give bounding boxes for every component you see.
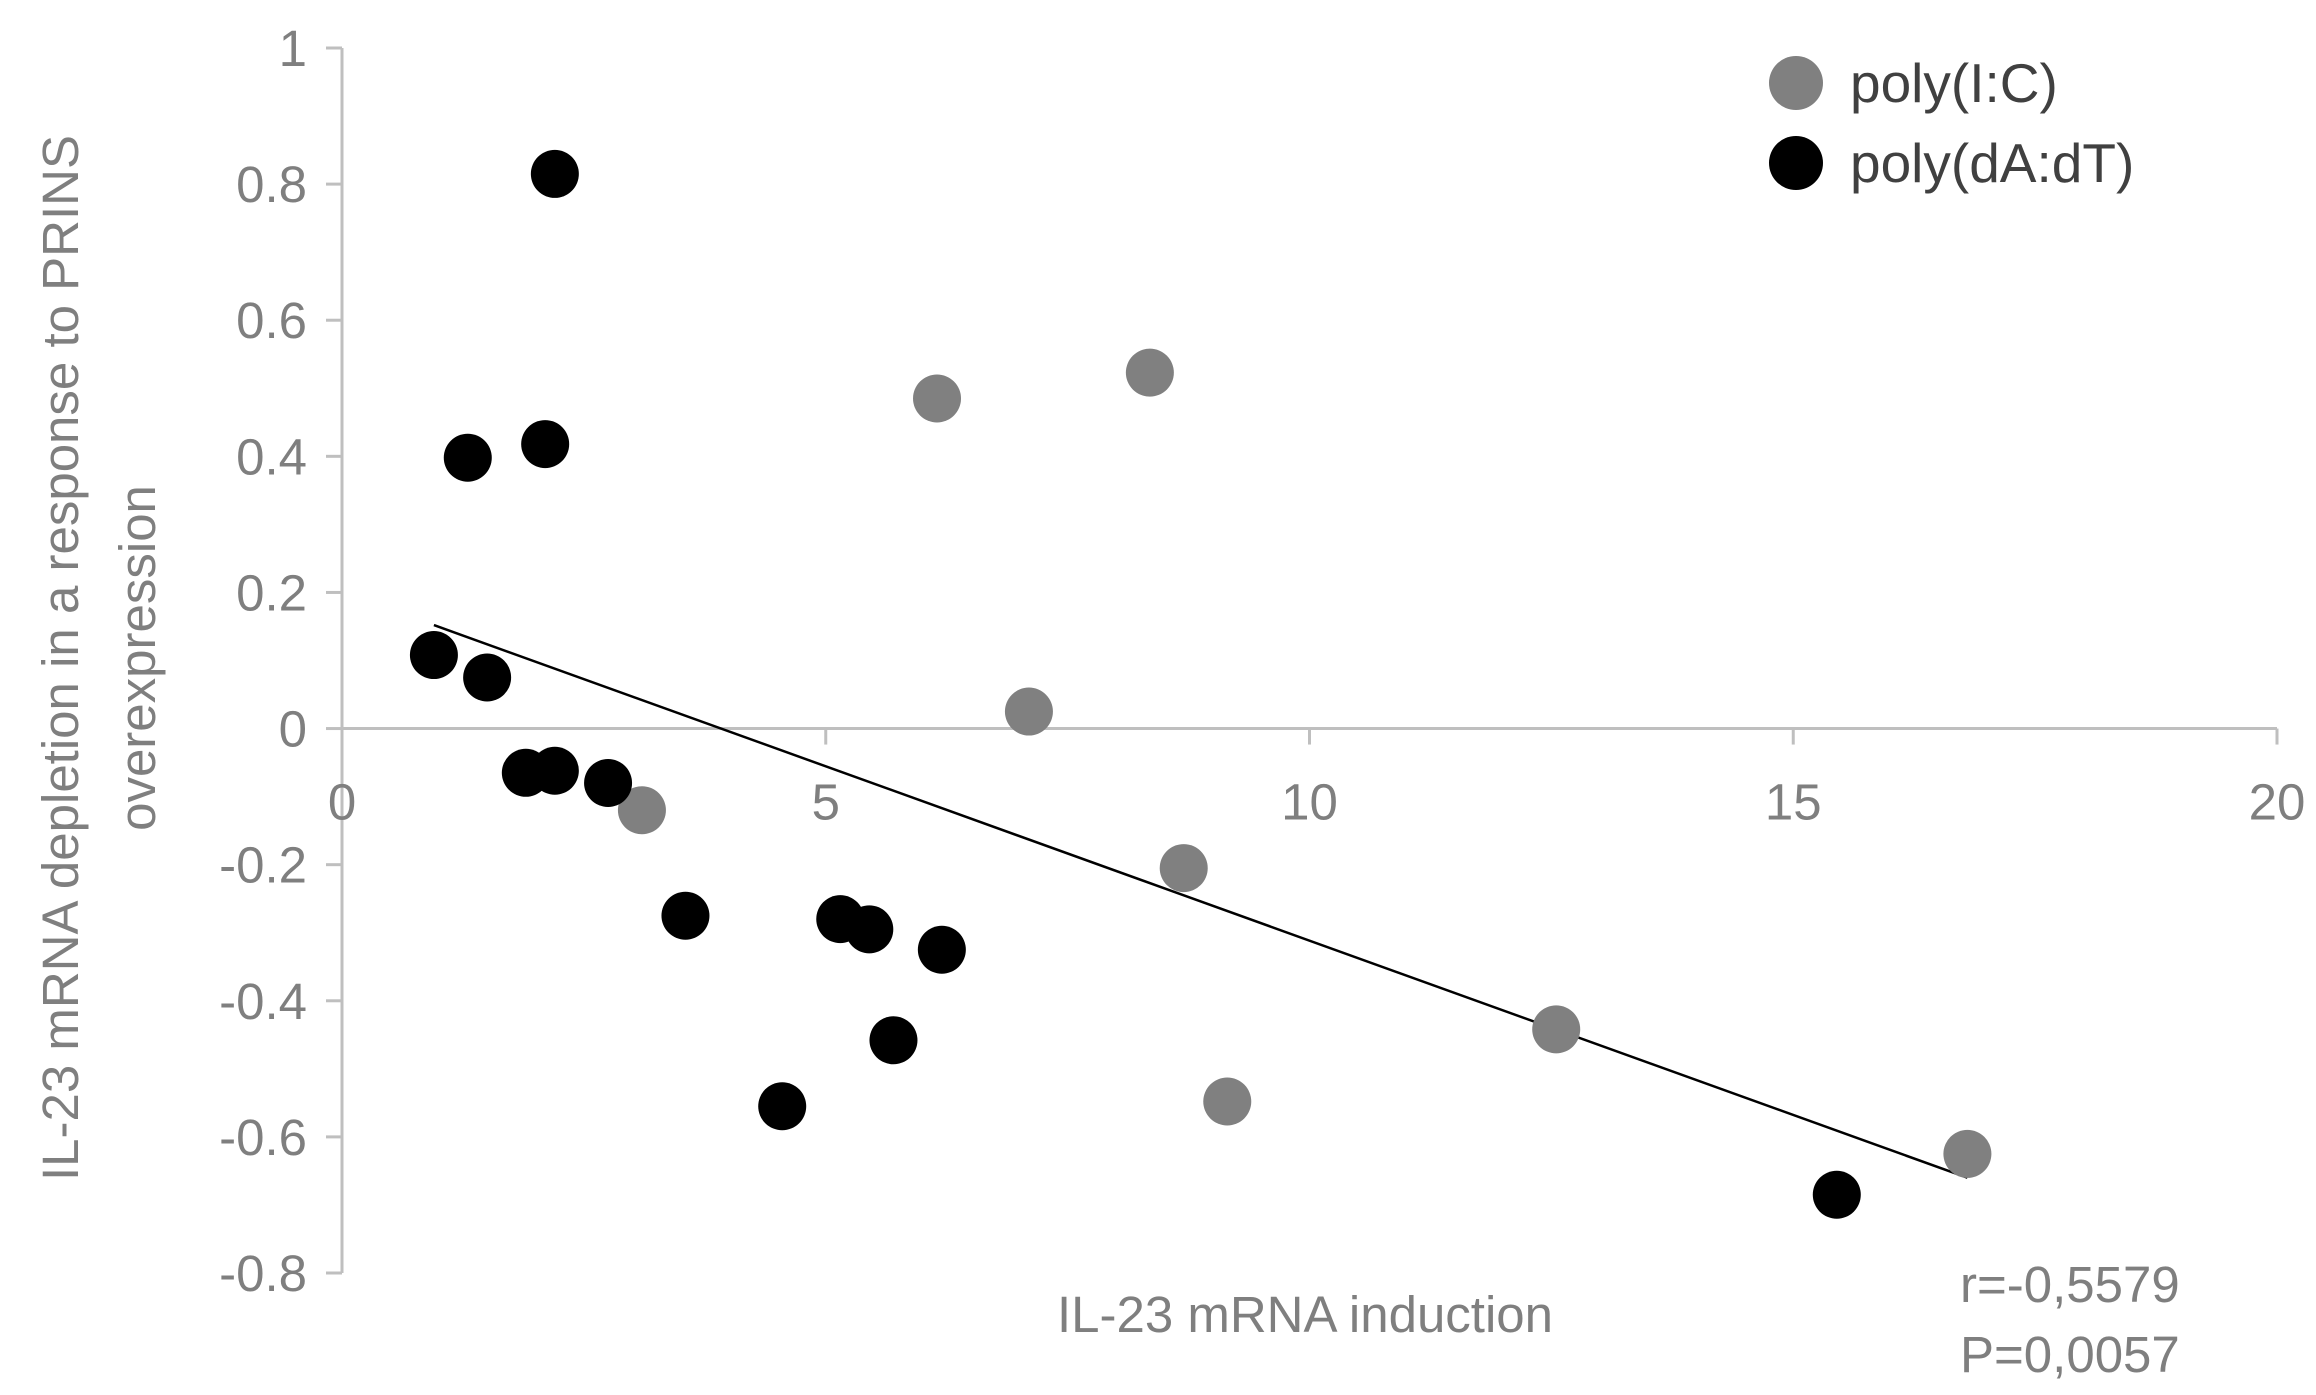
data-point bbox=[1943, 1129, 1992, 1178]
data-point bbox=[1159, 844, 1208, 893]
y-axis-title-line-2: overexpression bbox=[109, 485, 166, 831]
data-point bbox=[661, 891, 710, 940]
series-poly-ic bbox=[617, 348, 1992, 1178]
data-point bbox=[530, 746, 579, 795]
data-point bbox=[1004, 687, 1053, 736]
data-point bbox=[584, 759, 633, 807]
legend-label-poly-dadt: poly(dA:dT) bbox=[1850, 132, 2134, 194]
p-value-label: P=0,0057 bbox=[1960, 1326, 2180, 1383]
data-point bbox=[1125, 348, 1174, 397]
y-tick-label: 1 bbox=[279, 20, 307, 77]
data-point bbox=[913, 374, 962, 423]
y-tick-label: 0.2 bbox=[236, 564, 307, 621]
legend-marker-poly-dadt bbox=[1769, 136, 1823, 190]
data-points bbox=[409, 149, 1992, 1219]
data-point bbox=[1203, 1077, 1252, 1126]
y-tick-label: 0.8 bbox=[236, 156, 307, 213]
y-tick-label: 0.4 bbox=[236, 428, 307, 485]
data-point bbox=[758, 1082, 807, 1131]
data-point bbox=[443, 433, 492, 482]
data-point bbox=[869, 1016, 918, 1065]
legend-marker-poly-ic bbox=[1769, 56, 1823, 110]
x-tick-label: 0 bbox=[328, 774, 356, 831]
data-point bbox=[1532, 1005, 1581, 1054]
x-tick-label: 5 bbox=[812, 774, 840, 831]
data-point bbox=[1812, 1170, 1861, 1219]
trendline-layer bbox=[433, 623, 1968, 1179]
legend: poly(I:C) poly(dA:dT) bbox=[1769, 52, 2134, 194]
data-point bbox=[917, 925, 966, 974]
x-tick-label: 10 bbox=[1281, 774, 1338, 831]
axes bbox=[340, 48, 2277, 1273]
y-tick-label: 0.6 bbox=[236, 292, 307, 349]
data-point bbox=[845, 905, 894, 954]
legend-label-poly-ic: poly(I:C) bbox=[1850, 52, 2058, 114]
y-tick-label: -0.2 bbox=[219, 837, 307, 894]
data-point bbox=[521, 420, 570, 469]
y-tick-label: -0.4 bbox=[219, 973, 307, 1030]
x-tick-label: 20 bbox=[2249, 774, 2306, 831]
y-tick-label: -0.8 bbox=[219, 1245, 307, 1302]
y-tick-label: -0.6 bbox=[219, 1109, 307, 1166]
data-point bbox=[530, 149, 579, 198]
y-tick-labels: 1 0.8 0.6 0.4 0.2 0 -0.2 -0.4 -0.6 -0.8 bbox=[219, 20, 342, 1302]
correlation-label: r=-0,5579 bbox=[1960, 1256, 2180, 1313]
x-tick-label: 15 bbox=[1765, 774, 1822, 831]
y-tick-label: 0 bbox=[279, 701, 307, 758]
x-tick-labels: 0 5 10 15 20 bbox=[328, 728, 2306, 831]
x-axis-title: IL-23 mRNA induction bbox=[1057, 1286, 1553, 1343]
y-axis-title-line-1: IL-23 mRNA depletion in a response to PR… bbox=[32, 135, 89, 1181]
series-poly-dadt bbox=[409, 149, 1861, 1219]
data-point bbox=[617, 786, 666, 835]
data-point bbox=[463, 653, 512, 702]
data-point bbox=[409, 631, 458, 680]
trendline bbox=[433, 623, 1968, 1179]
